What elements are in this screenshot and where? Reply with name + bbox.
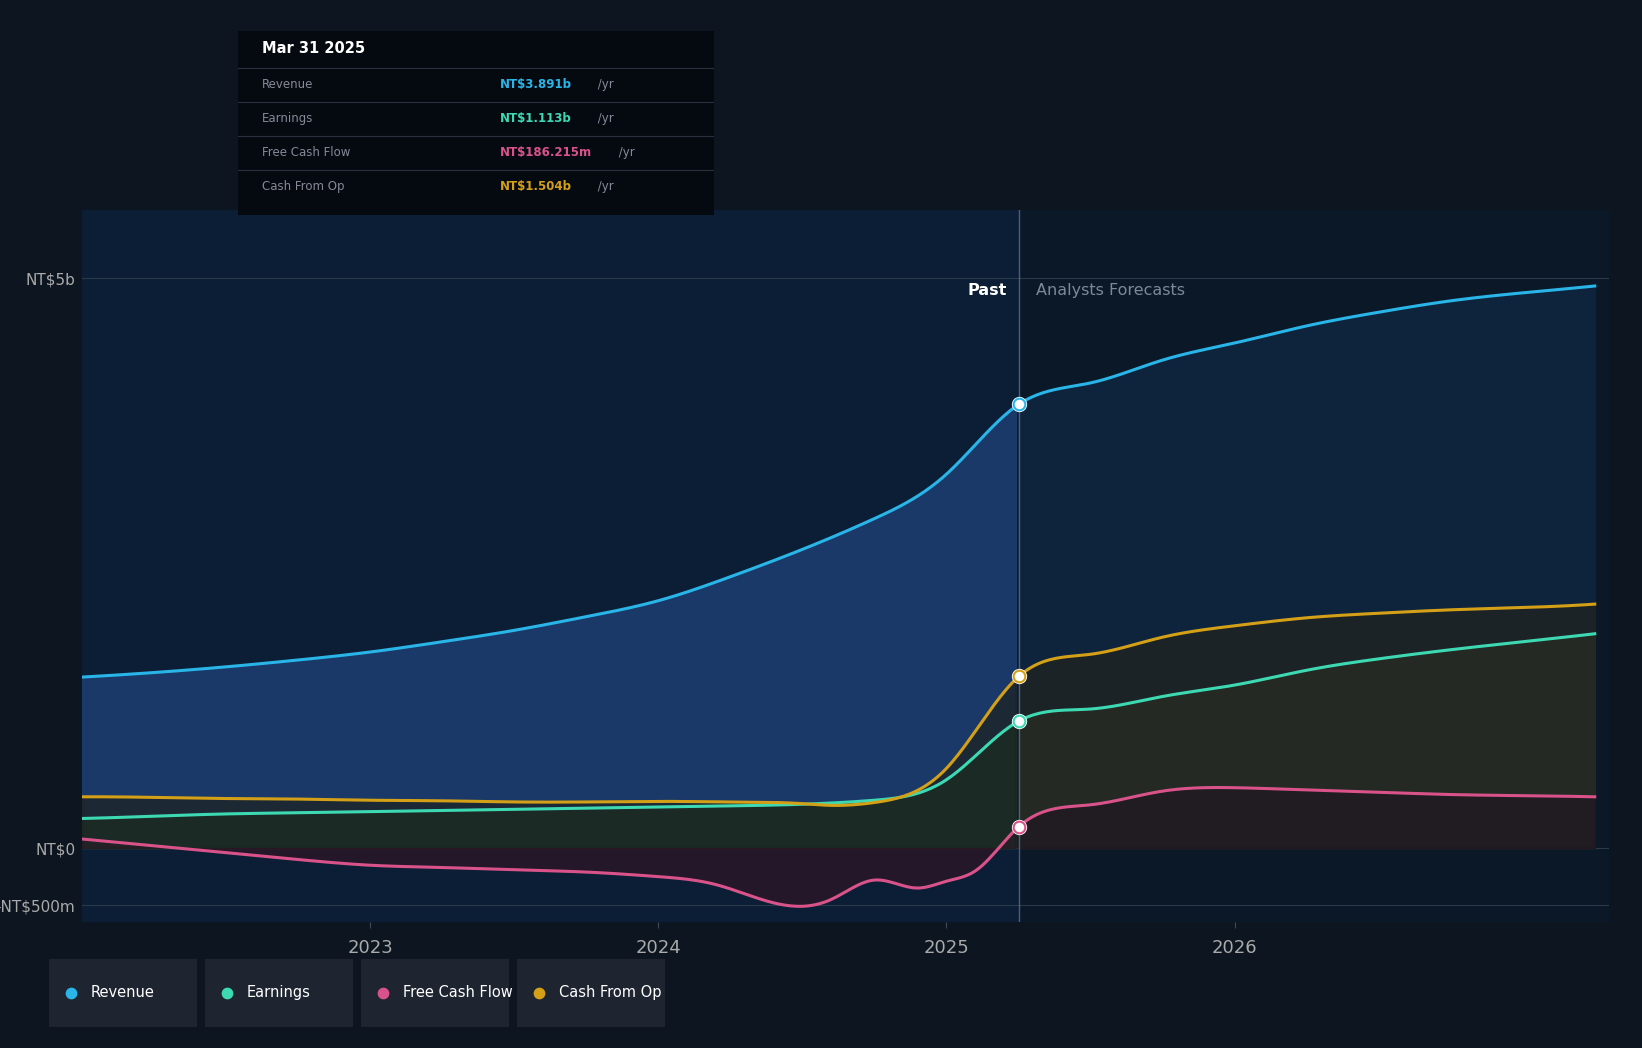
Text: Cash From Op: Cash From Op: [558, 985, 662, 1001]
Point: [1005, 396, 1031, 413]
Point: [59, 985, 85, 1002]
Text: /yr: /yr: [594, 112, 614, 125]
Text: NT$1.113b: NT$1.113b: [499, 112, 571, 125]
Point: [371, 985, 397, 1002]
Text: Revenue: Revenue: [263, 79, 314, 91]
Point: [527, 985, 553, 1002]
Point: [1005, 818, 1031, 835]
Text: NT$1.504b: NT$1.504b: [499, 180, 571, 193]
Bar: [1018, 210, 1609, 922]
Text: Earnings: Earnings: [263, 112, 314, 125]
Point: [1005, 713, 1031, 729]
Point: [1005, 818, 1031, 835]
Text: Revenue: Revenue: [90, 985, 154, 1001]
Text: Earnings: Earnings: [246, 985, 310, 1001]
Text: NT$3.891b: NT$3.891b: [499, 79, 571, 91]
Point: [1005, 396, 1031, 413]
Text: Free Cash Flow: Free Cash Flow: [402, 985, 512, 1001]
Point: [1005, 713, 1031, 729]
Bar: [82, 210, 1018, 922]
Point: [1005, 668, 1031, 684]
Text: NT$186.215m: NT$186.215m: [499, 146, 593, 159]
Text: Cash From Op: Cash From Op: [263, 180, 345, 193]
Text: Free Cash Flow: Free Cash Flow: [263, 146, 350, 159]
Point: [213, 985, 241, 1002]
Text: Past: Past: [967, 283, 1007, 298]
Text: /yr: /yr: [594, 180, 614, 193]
Text: /yr: /yr: [616, 146, 635, 159]
Text: Analysts Forecasts: Analysts Forecasts: [1036, 283, 1186, 298]
Text: /yr: /yr: [594, 79, 614, 91]
Text: Mar 31 2025: Mar 31 2025: [263, 41, 365, 57]
Point: [1005, 668, 1031, 684]
